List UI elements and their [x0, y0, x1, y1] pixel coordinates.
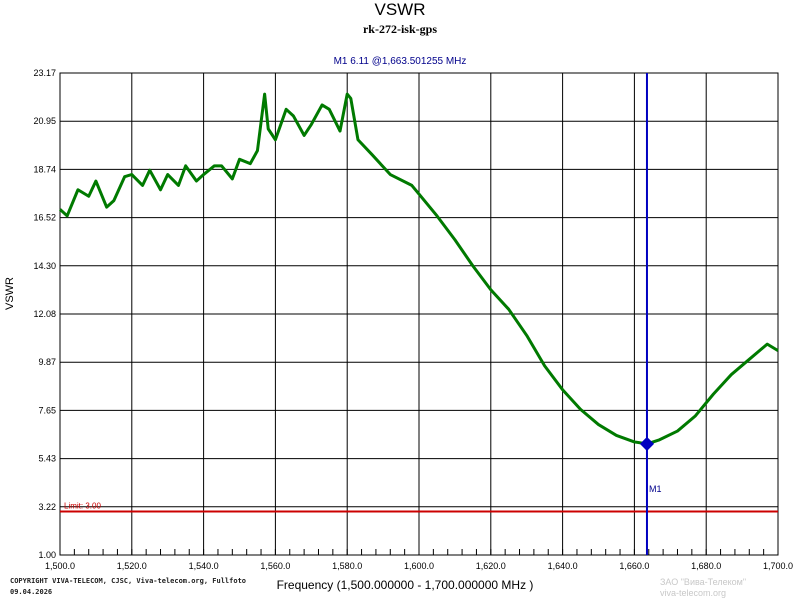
y-tick-label: 12.08 — [33, 309, 56, 319]
copyright-text: COPYRIGHT VIVA-TELECOM, CJSC, Viva-telec… — [10, 577, 247, 585]
y-tick-label: 9.87 — [38, 357, 56, 367]
y-tick-label: 3.22 — [38, 502, 56, 512]
x-tick-label: 1,520.0 — [117, 561, 147, 571]
y-tick-label: 5.43 — [38, 454, 56, 464]
y-tick-label: 1.00 — [38, 550, 56, 560]
x-tick-label: 1,660.0 — [619, 561, 649, 571]
y-axis-label: VSWR — [4, 277, 16, 310]
date-text: 09.04.2026 — [10, 588, 53, 596]
x-axis-label: Frequency (1,500.000000 - 1,700.000000 M… — [276, 578, 534, 592]
watermark-line2: viva-telecom.org — [660, 588, 727, 598]
x-tick-label: 1,700.0 — [763, 561, 793, 571]
marker-label: M1 — [649, 484, 662, 494]
x-tick-label: 1,620.0 — [476, 561, 506, 571]
x-tick-label: 1,500.0 — [45, 561, 75, 571]
watermark: ЗАО "Вива-Телеком" viva-telecom.org — [660, 577, 746, 599]
x-tick-label: 1,560.0 — [260, 561, 290, 571]
marker-diamond — [639, 436, 655, 451]
y-tick-label: 20.95 — [33, 116, 56, 126]
y-tick-label: 16.52 — [33, 213, 56, 223]
y-tick-label: 18.74 — [33, 164, 56, 174]
y-tick-label: 7.65 — [38, 405, 56, 415]
x-tick-label: 1,680.0 — [691, 561, 721, 571]
chart-subtitle: rk-272-isk-gps — [362, 22, 437, 36]
x-tick-label: 1,540.0 — [189, 561, 219, 571]
chart-title: VSWR — [374, 0, 426, 19]
limit-label: Limit: 3.00 — [64, 502, 101, 511]
y-tick-label: 23.17 — [33, 68, 56, 78]
marker-readout: M1 6.11 @1,663.501255 MHz — [333, 56, 467, 67]
watermark-line1: ЗАО "Вива-Телеком" — [660, 577, 747, 587]
x-tick-label: 1,640.0 — [548, 561, 578, 571]
x-tick-label: 1,600.0 — [404, 561, 434, 571]
y-tick-label: 14.30 — [33, 261, 56, 271]
vswr-trace — [58, 92, 779, 446]
x-tick-label: 1,580.0 — [332, 561, 362, 571]
